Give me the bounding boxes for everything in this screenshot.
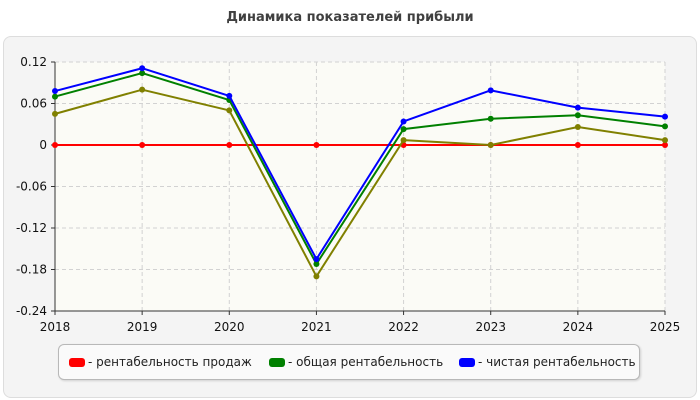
data-point-1 xyxy=(52,110,58,117)
y-tick-label: -0.12 xyxy=(16,221,47,235)
series-line-2 xyxy=(54,72,666,265)
data-point-0 xyxy=(662,142,668,148)
x-tick-label: 2022 xyxy=(388,320,419,334)
legend-label: - рентабельность продаж xyxy=(88,355,252,369)
data-point-2 xyxy=(139,70,146,77)
data-point-1 xyxy=(139,86,146,93)
data-point-0 xyxy=(52,142,58,148)
y-tick-label: -0.06 xyxy=(16,180,47,194)
data-point-2 xyxy=(574,112,581,119)
legend-swatch-green xyxy=(269,357,285,367)
x-tick-label: 2019 xyxy=(127,320,158,334)
x-tick-label: 2020 xyxy=(214,320,245,334)
data-point-3 xyxy=(400,118,407,125)
data-point-2 xyxy=(52,93,58,100)
data-point-0 xyxy=(226,142,233,148)
x-tick-label: 2025 xyxy=(650,320,681,334)
series-line-3 xyxy=(54,67,666,261)
y-tick-label: 0 xyxy=(39,138,47,152)
data-point-0 xyxy=(574,142,581,148)
data-point-1 xyxy=(400,137,407,144)
data-point-3 xyxy=(487,87,494,94)
y-tick-label: 0.12 xyxy=(20,55,47,69)
data-point-3 xyxy=(139,65,146,72)
x-tick-label: 2021 xyxy=(301,320,332,334)
legend-label: - чистая рентабельность xyxy=(478,355,636,369)
legend-label: - общая рентабельность xyxy=(288,355,444,369)
data-point-3 xyxy=(313,256,320,263)
data-point-1 xyxy=(487,142,494,148)
data-point-2 xyxy=(400,126,407,133)
data-point-0 xyxy=(139,142,146,148)
data-point-3 xyxy=(662,113,668,120)
y-tick-label: 0.06 xyxy=(20,97,47,111)
legend-item-total-profitability: - общая рентабельность xyxy=(269,345,443,379)
data-point-2 xyxy=(313,260,320,267)
chart-title: Динамика показателей прибыли xyxy=(226,10,474,25)
legend-item-net-profitability: - чистая рентабельность xyxy=(459,345,636,379)
legend-item-sales-profitability: - рентабельность продаж xyxy=(69,345,252,379)
y-tick-label: -0.24 xyxy=(16,304,47,318)
data-point-3 xyxy=(574,104,581,111)
legend-swatch-red xyxy=(69,357,85,367)
data-point-3 xyxy=(226,92,233,99)
y-tick-label: -0.18 xyxy=(16,263,47,277)
data-point-2 xyxy=(662,123,668,130)
data-point-1 xyxy=(226,107,233,114)
data-point-2 xyxy=(487,115,494,122)
data-point-0 xyxy=(313,142,320,148)
data-point-1 xyxy=(662,137,668,144)
x-tick-label: 2023 xyxy=(475,320,506,334)
legend-swatch-blue xyxy=(459,357,475,367)
x-tick-label: 2018 xyxy=(40,320,71,334)
chart-legend: - рентабельность продаж - общая рентабел… xyxy=(58,344,640,380)
series-line-1 xyxy=(54,88,666,278)
data-point-1 xyxy=(313,273,320,280)
data-point-1 xyxy=(574,124,581,131)
x-tick-label: 2024 xyxy=(563,320,594,334)
data-point-3 xyxy=(52,88,58,95)
